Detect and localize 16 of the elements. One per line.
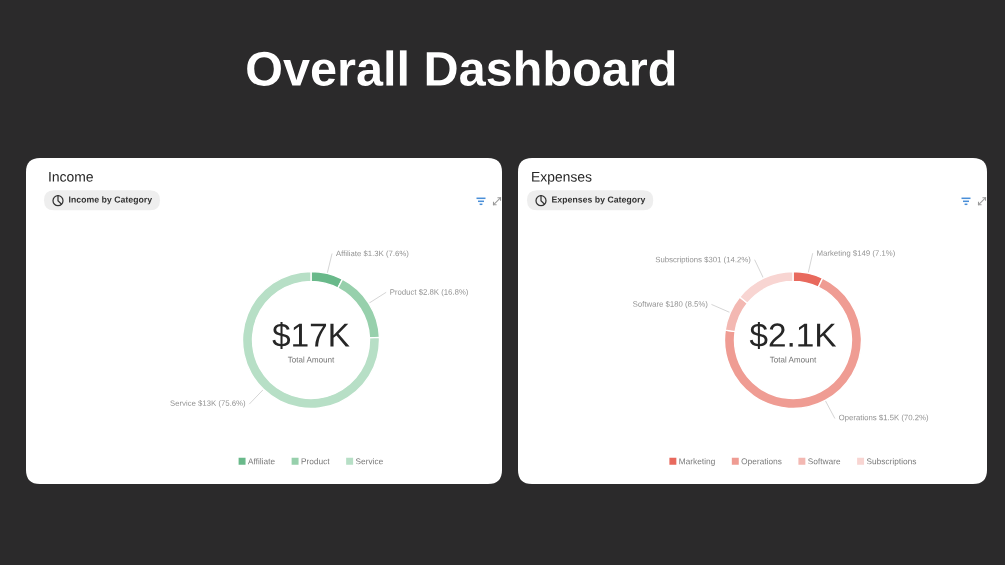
legend-label: Service bbox=[355, 458, 383, 465]
legend-label: Subscriptions bbox=[866, 458, 917, 466]
legend-label: Affiliate bbox=[247, 458, 275, 465]
chart-title: Expenses bbox=[532, 172, 592, 185]
text: Income bbox=[49, 172, 93, 182]
text: Income by Category bbox=[69, 196, 153, 205]
legend-label: Operations bbox=[741, 458, 782, 466]
legend-label: Product bbox=[301, 458, 330, 465]
text: Total Amount bbox=[287, 356, 335, 363]
text: $2.1K bbox=[749, 321, 837, 349]
text: Total Amount bbox=[769, 356, 817, 363]
text: $17K bbox=[272, 321, 350, 349]
text: Overall Dashboard bbox=[247, 50, 675, 87]
legend-label: Marketing bbox=[679, 458, 715, 466]
text: Expenses by Category bbox=[552, 196, 646, 205]
legend-label: Software bbox=[808, 458, 841, 465]
